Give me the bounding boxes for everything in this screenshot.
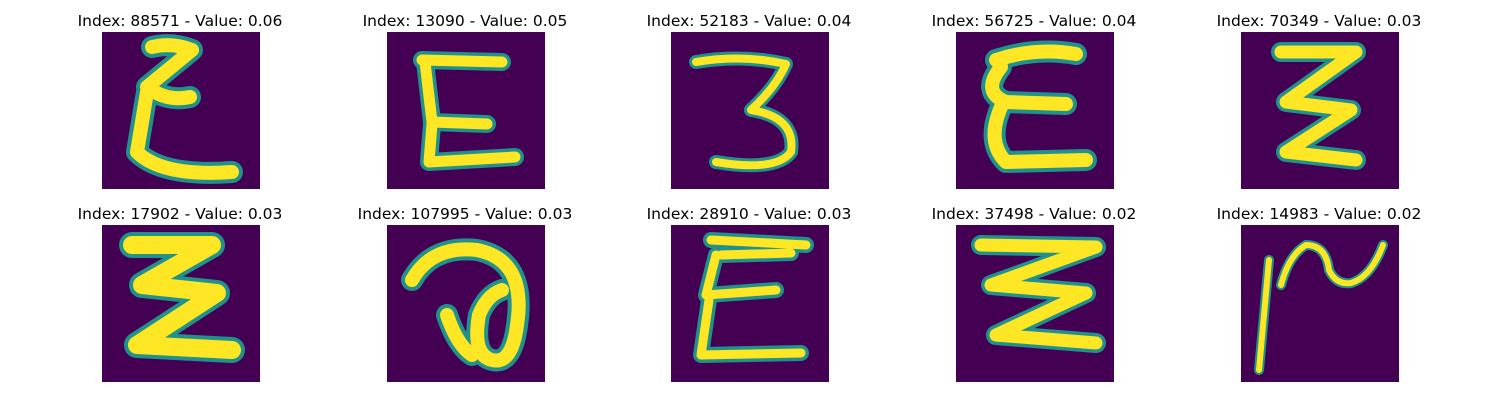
image-panel-6: Index: 17902 - Value: 0.03 [60, 203, 300, 383]
panel-title: Index: 88571 - Value: 0.06 [77, 12, 283, 30]
digit-image [102, 225, 260, 382]
image-panel-1: Index: 88571 - Value: 0.06 [60, 10, 300, 190]
panel-title: Index: 56725 - Value: 0.04 [931, 12, 1137, 30]
digit-image [387, 225, 545, 382]
panel-title: Index: 14983 - Value: 0.02 [1216, 205, 1422, 223]
panel-title: Index: 107995 - Value: 0.03 [357, 205, 573, 223]
digit-image [387, 32, 545, 189]
image-panel-9: Index: 37498 - Value: 0.02 [914, 203, 1154, 383]
image-panel-4: Index: 56725 - Value: 0.04 [914, 10, 1154, 190]
panel-title: Index: 13090 - Value: 0.05 [362, 12, 568, 30]
image-panel-7: Index: 107995 - Value: 0.03 [345, 203, 585, 383]
image-panel-5: Index: 70349 - Value: 0.03 [1199, 10, 1439, 190]
digit-image [102, 32, 260, 189]
image-panel-2: Index: 13090 - Value: 0.05 [345, 10, 585, 190]
panel-title: Index: 52183 - Value: 0.04 [646, 12, 852, 30]
image-panel-3: Index: 52183 - Value: 0.04 [629, 10, 869, 190]
panel-title: Index: 70349 - Value: 0.03 [1216, 12, 1422, 30]
image-panel-10: Index: 14983 - Value: 0.02 [1199, 203, 1439, 383]
panel-title: Index: 17902 - Value: 0.03 [77, 205, 283, 223]
digit-image [671, 32, 829, 189]
digit-image [671, 225, 829, 382]
handwritten-digit-3-glyph [126, 34, 243, 184]
panel-title: Index: 37498 - Value: 0.02 [931, 205, 1137, 223]
digit-image [1241, 32, 1399, 189]
digit-image [956, 225, 1114, 382]
digit-image [956, 32, 1114, 189]
image-panel-8: Index: 28910 - Value: 0.03 [629, 203, 869, 383]
digit-image [1241, 225, 1399, 382]
panel-title: Index: 28910 - Value: 0.03 [646, 205, 852, 223]
